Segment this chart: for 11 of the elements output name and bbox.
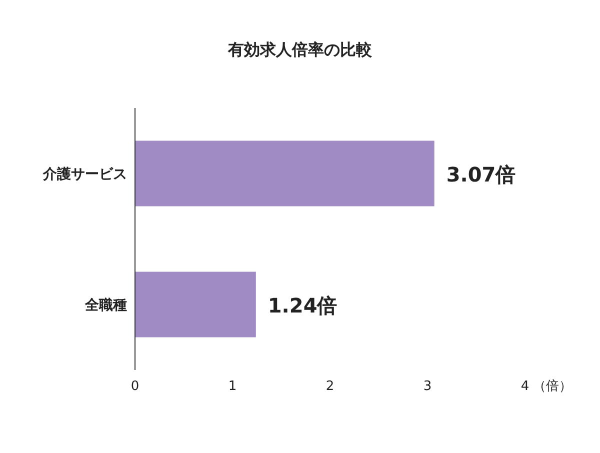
tick-label: 4 [520, 379, 530, 394]
title: 有効求人倍率の比較 [228, 40, 372, 59]
tick-label: 0 [130, 379, 140, 394]
tick-label: 1 [228, 379, 237, 394]
tick-label: 2 [326, 379, 334, 394]
xlabel: （倍） [533, 379, 572, 394]
category-label: 全職種 [85, 298, 127, 314]
value-label: 1.24倍 [268, 294, 338, 318]
value-label: 3.07倍 [446, 162, 516, 186]
category-label: 介護サービス [43, 166, 127, 182]
tick-label: 3 [423, 379, 432, 394]
